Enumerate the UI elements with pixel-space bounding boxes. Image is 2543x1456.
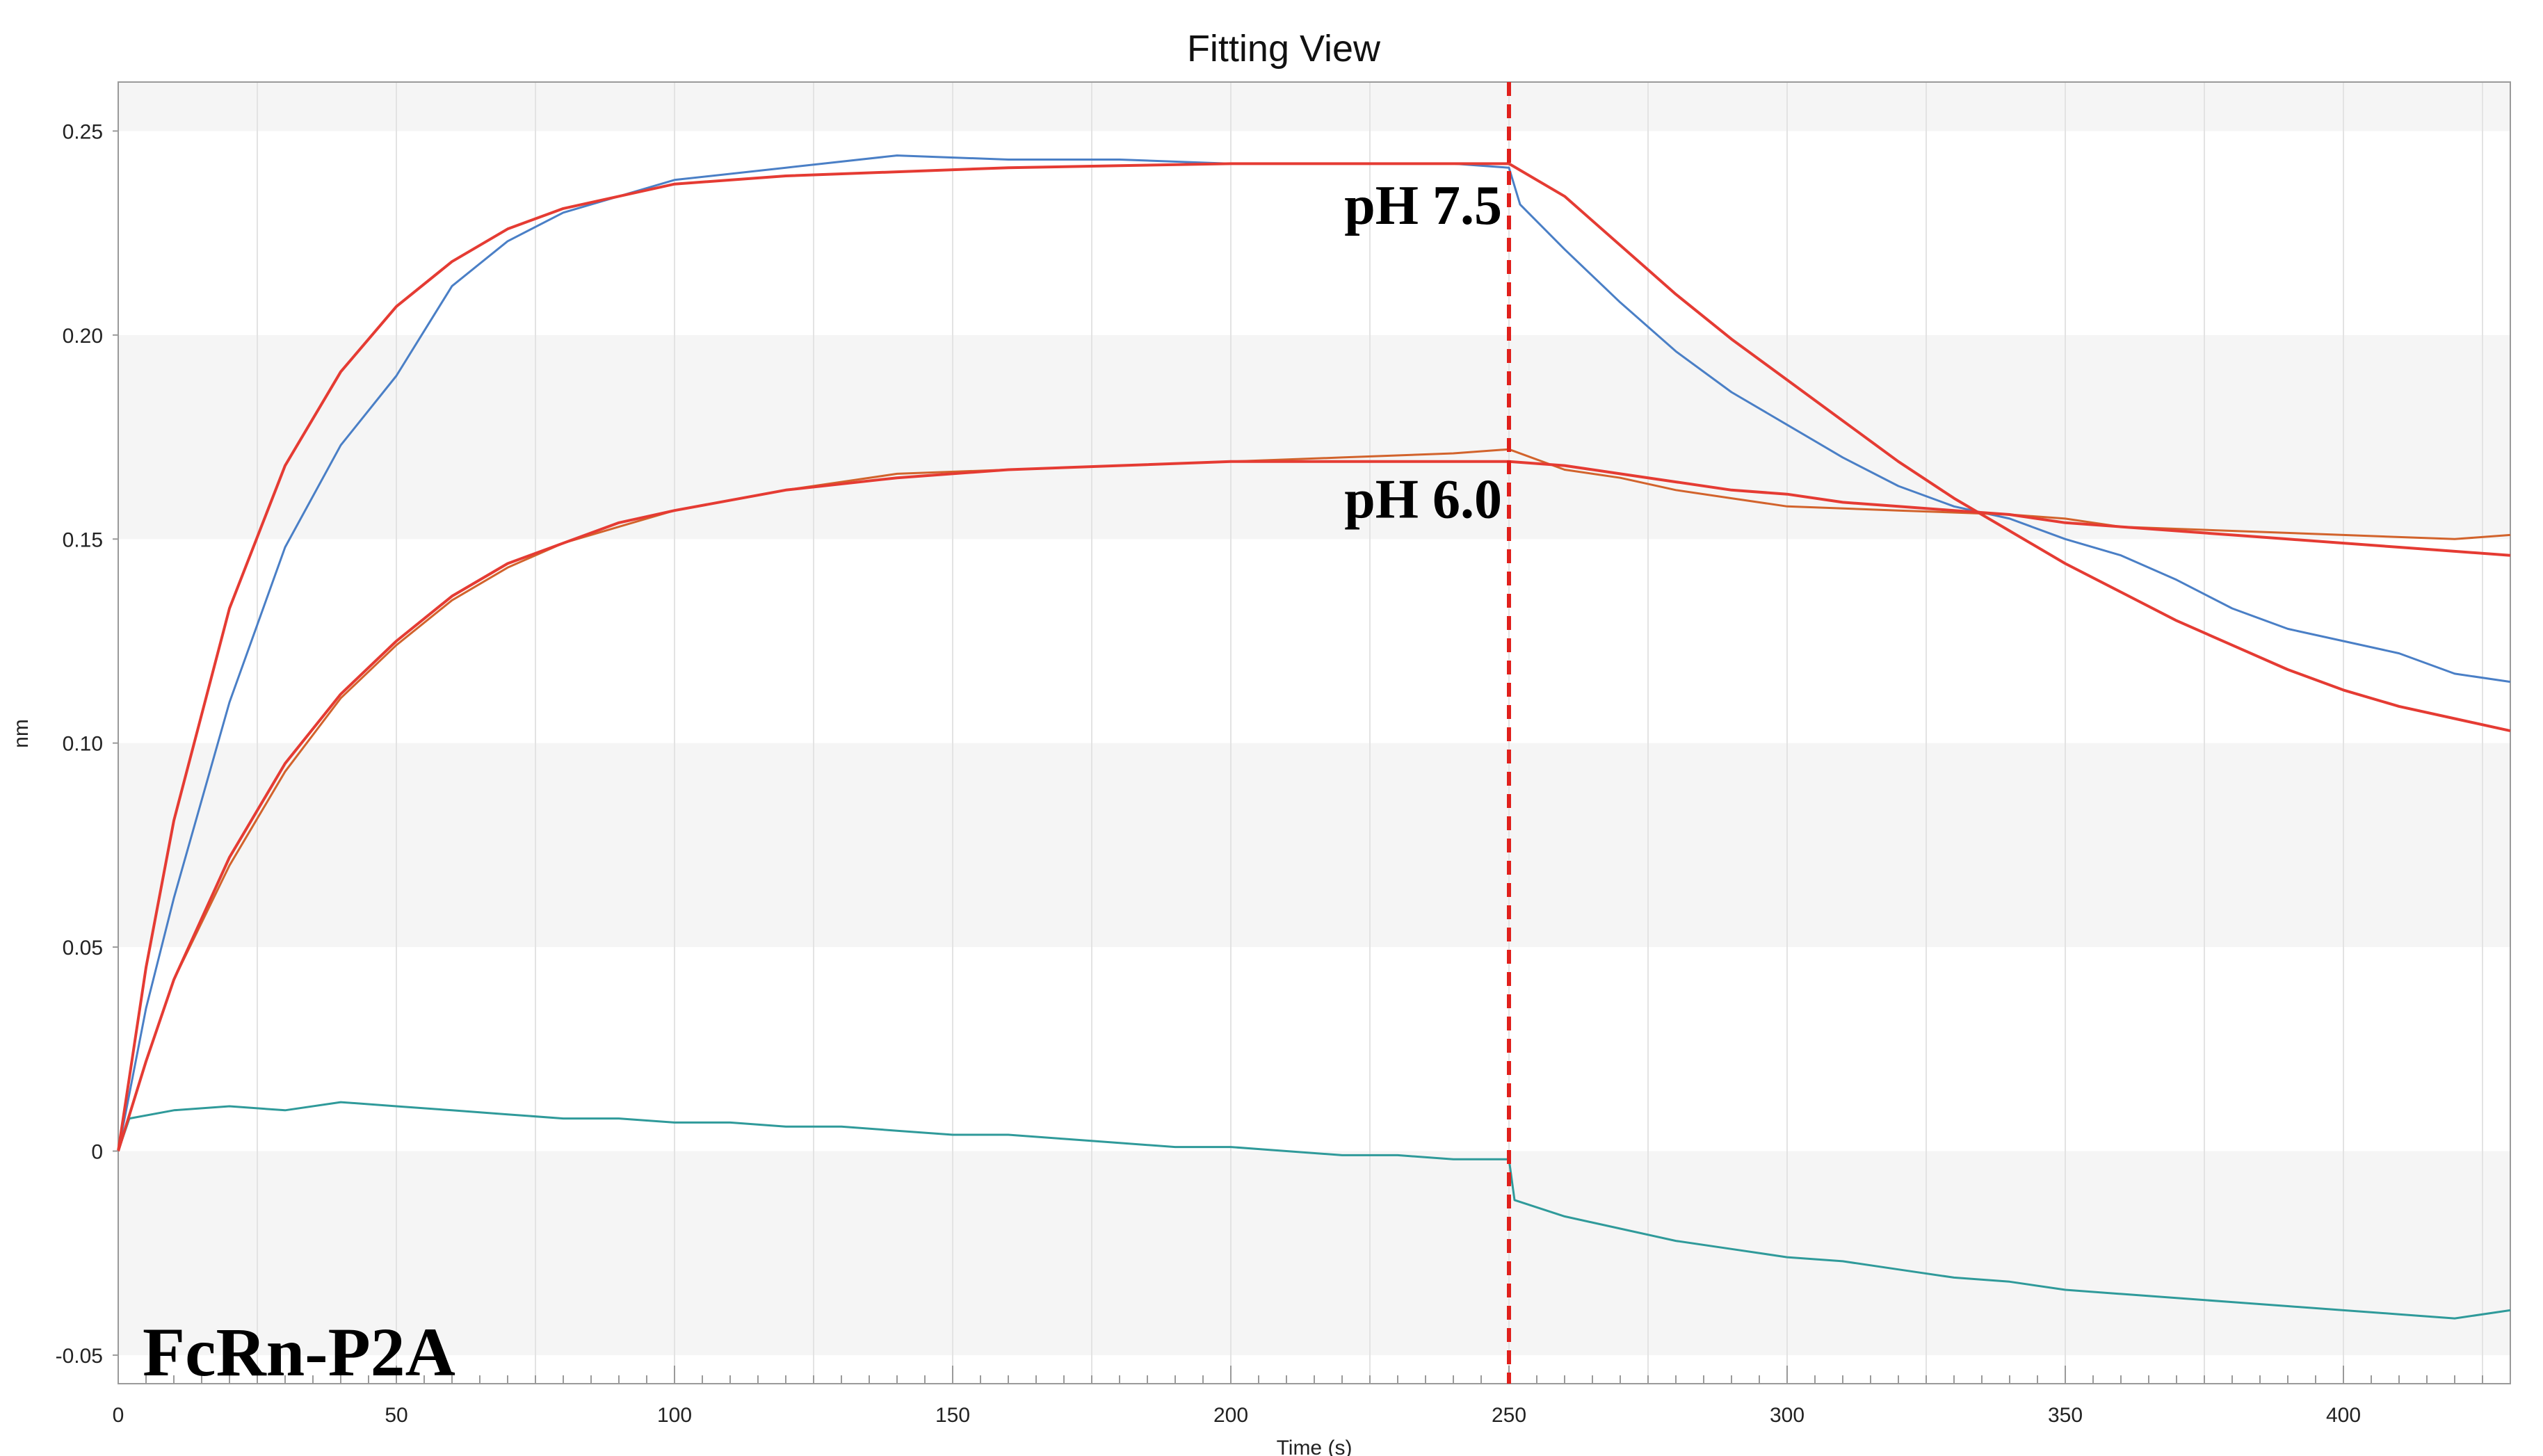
y-tick-label: 0.20 (63, 325, 103, 348)
x-tick-label: 150 (935, 1404, 970, 1427)
annotation-label: pH 6.0 (1344, 469, 1502, 531)
y-tick-label: 0.10 (63, 733, 103, 756)
y-tick-label: 0.05 (63, 937, 103, 960)
fit-curve (117, 162, 2511, 1151)
annotations: pH 7.5 pH 6.0 (1344, 175, 1502, 531)
x-tick-label: 250 (1492, 1404, 1526, 1427)
plot-frame (118, 81, 2511, 1384)
x-tick-label: 350 (2048, 1404, 2083, 1427)
x-tick-label: 400 (2326, 1404, 2361, 1427)
series-layer (117, 154, 2511, 1320)
y-axis-ticks: -0.05 0 0.05 0.10 0.15 0.20 0.25 (56, 120, 118, 1368)
x-tick-label: 300 (1770, 1404, 1805, 1427)
chart-title: Fitting View (1187, 28, 1381, 70)
x-tick-label: 100 (657, 1404, 692, 1427)
plot-bands (118, 82, 2510, 1355)
x-tick-label: 50 (385, 1404, 407, 1427)
y-tick-label: -0.05 (56, 1345, 103, 1368)
raw-trace (117, 1101, 2511, 1320)
plot-band (118, 82, 2510, 131)
y-axis-title: nm (10, 719, 33, 748)
x-axis-ticks: 0 50 100 150 200 250 300 350 400 (113, 1404, 2361, 1427)
annotation-label: pH 7.5 (1344, 175, 1502, 236)
plot-band (118, 1151, 2510, 1355)
x-tick-label: 0 (113, 1404, 124, 1427)
fit-curve (117, 460, 2511, 1152)
raw-trace (117, 154, 2511, 1151)
plot-band (118, 743, 2510, 948)
corner-label: FcRn-P2A (143, 1313, 455, 1391)
y-tick-label: 0.15 (63, 528, 103, 551)
y-tick-label: 0.25 (63, 120, 103, 143)
minor-ticks (118, 1366, 2511, 1384)
x-tick-label: 200 (1213, 1404, 1248, 1427)
y-tick-label: 0 (91, 1141, 103, 1164)
plot-band (118, 334, 2510, 540)
x-axis-title: Time (s) (1277, 1437, 1353, 1456)
